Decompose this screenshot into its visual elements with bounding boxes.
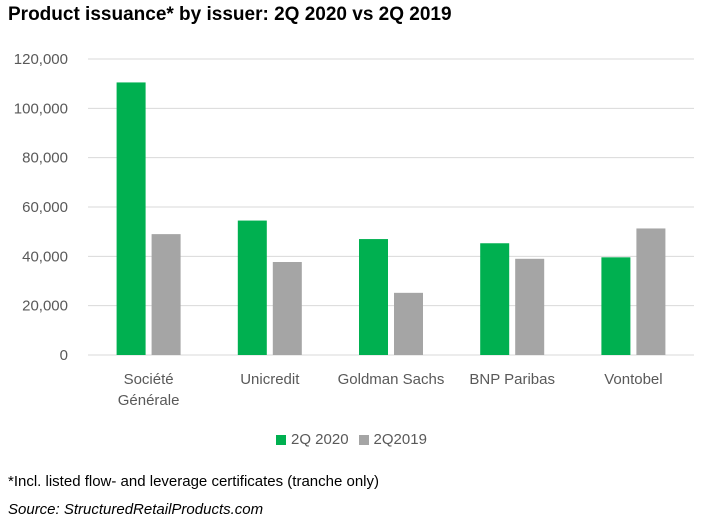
bar-2q2020	[116, 82, 146, 355]
bar-2q2020	[237, 220, 267, 355]
x-axis-ticks: Société Générale Unicredit Goldman Sachs BNP…	[118, 371, 663, 409]
chart-title: Product issuance* by issuer: 2Q 2020 vs …	[8, 4, 452, 25]
legend-item-2q2019: 2Q2019	[358, 431, 427, 448]
legend-swatch-2q2020	[276, 434, 286, 445]
bar-2q2019	[272, 262, 302, 355]
y-axis-ticks: 0 20,000 40,000 60,000 80,000 100,000 120,000	[14, 51, 68, 364]
bar-2q2020	[601, 257, 631, 355]
y-tick-label: 80,000	[22, 150, 68, 167]
bar-2q2019	[394, 292, 423, 355]
y-tick-label: 20,000	[22, 298, 68, 315]
bar-2q2020	[359, 239, 388, 355]
source-note: Source: StructuredRetailProducts.com	[8, 501, 264, 518]
bar-2q2020	[480, 243, 510, 355]
x-tick-label: BNP Paribas	[469, 371, 555, 388]
y-tick-label: 100,000	[14, 100, 68, 117]
x-tick-label: Unicredit	[240, 371, 300, 388]
y-tick-label: 120,000	[14, 51, 68, 68]
bar-2q2019	[151, 234, 181, 355]
legend-label-2q2019: 2Q2019	[373, 431, 427, 448]
bars	[116, 82, 666, 355]
y-tick-label: 40,000	[22, 248, 68, 265]
legend-swatch-2q2019	[358, 434, 369, 445]
y-tick-label: 0	[60, 347, 68, 364]
legend: 2Q 2020 2Q2019	[276, 431, 437, 448]
y-tick-label: 60,000	[22, 199, 68, 216]
bar-2q2019	[636, 228, 666, 355]
x-tick-label: Société Générale	[118, 371, 180, 409]
x-tick-label: Goldman Sachs	[338, 371, 445, 388]
bar-chart: 020,00040,00060,00080,000100,000120,000 …	[14, 51, 694, 409]
gridlines	[88, 58, 694, 356]
footnote: *Incl. listed flow- and leverage certifi…	[8, 473, 380, 490]
legend-label-2q2020: 2Q 2020	[291, 431, 349, 448]
bar-2q2019	[515, 258, 545, 355]
x-tick-label: Vontobel	[604, 371, 662, 388]
legend-item-2q2020: 2Q 2020	[276, 431, 349, 448]
